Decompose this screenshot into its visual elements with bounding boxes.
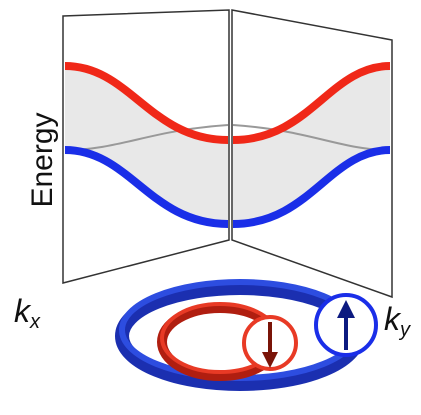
diagram: Energy kx ky — [0, 0, 421, 415]
energy-label: Energy — [26, 112, 59, 207]
kx-label: kx — [14, 293, 41, 333]
spin-rings — [122, 282, 376, 384]
ky-sub: y — [398, 319, 411, 341]
right-panel — [232, 10, 392, 297]
ky-label: ky — [384, 301, 411, 341]
kx-sub: x — [29, 311, 41, 333]
left-panel — [63, 10, 229, 283]
